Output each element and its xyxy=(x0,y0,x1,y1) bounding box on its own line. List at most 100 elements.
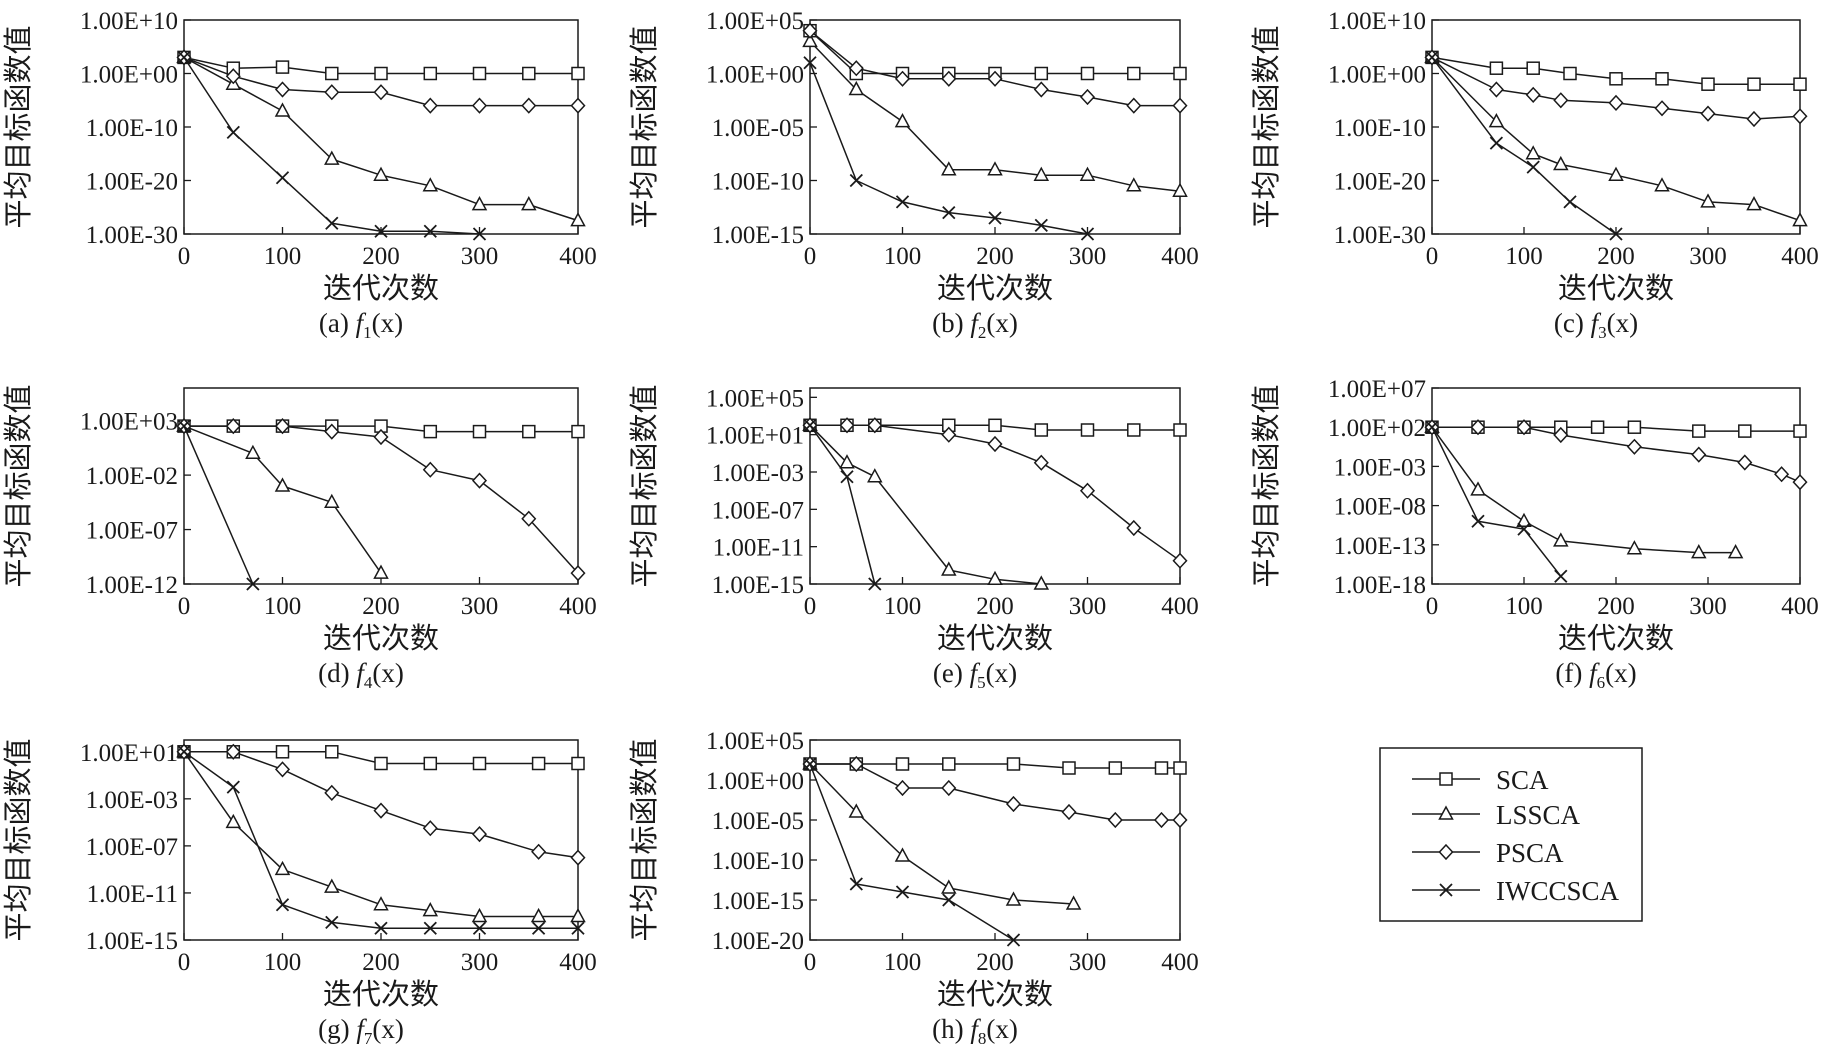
y-tick-label: 1.00E-05 xyxy=(712,808,804,835)
series-iwccsca xyxy=(1425,50,1623,241)
data-point xyxy=(472,826,487,842)
series-sca xyxy=(803,757,1187,775)
data-point xyxy=(1154,812,1169,828)
data-point xyxy=(1728,544,1743,559)
x-tick-label: 300 xyxy=(1069,243,1107,270)
data-point xyxy=(1525,146,1541,160)
x-tick-label: 400 xyxy=(559,593,597,620)
series-line xyxy=(809,424,1042,585)
y-tick-label: 1.00E-20 xyxy=(86,169,178,196)
series-iwccsca xyxy=(803,418,882,591)
data-point xyxy=(1737,454,1753,471)
series-psca xyxy=(1424,419,1808,490)
series-iwccsca xyxy=(177,419,260,591)
data-point xyxy=(1172,812,1188,828)
data-point xyxy=(1793,424,1807,438)
data-point xyxy=(867,468,883,483)
data-point xyxy=(324,84,340,100)
x-tick-label: 100 xyxy=(264,243,302,270)
data-point xyxy=(1701,77,1715,91)
data-point xyxy=(1062,761,1076,775)
data-point xyxy=(423,66,438,81)
y-tick-label: 1.00E-15 xyxy=(86,928,178,955)
data-point xyxy=(531,908,546,923)
data-point xyxy=(571,66,585,81)
data-point xyxy=(1609,72,1623,86)
series-sca xyxy=(177,745,585,771)
data-point xyxy=(1006,757,1021,771)
data-point xyxy=(1034,66,1049,81)
x-tick-label: 200 xyxy=(362,593,400,620)
y-axis-title: 平均目标函数值 xyxy=(628,384,661,587)
y-tick-label: 1.00E-15 xyxy=(712,888,804,915)
data-point xyxy=(1006,796,1021,812)
plot-frame xyxy=(1431,19,1801,235)
data-point xyxy=(275,60,290,74)
panel-caption: (b) f2(x) xyxy=(932,308,1018,342)
x-tick-label: 400 xyxy=(1781,243,1819,270)
x-tick-label: 200 xyxy=(1597,593,1635,620)
x-axis-title: 迭代次数 xyxy=(937,622,1053,655)
data-point xyxy=(1034,454,1049,471)
series-psca xyxy=(802,756,1188,828)
legend-label: IWCCSCA xyxy=(1496,876,1620,906)
data-point xyxy=(1747,77,1761,91)
y-axis-title: 平均目标函数值 xyxy=(2,384,35,587)
data-point xyxy=(570,908,586,923)
chart-panel-e: 1.00E+05 1.00E+01 1.00E-03 1.00E-07 1.00E-11… xyxy=(628,384,1199,692)
plot-frame xyxy=(809,739,1181,941)
data-point xyxy=(1080,482,1095,499)
data-point xyxy=(1654,100,1670,117)
x-tick-label: 200 xyxy=(976,949,1014,976)
series-psca xyxy=(176,418,586,581)
data-point xyxy=(1627,439,1642,455)
data-point xyxy=(423,97,438,114)
x-tick-label: 100 xyxy=(884,243,922,270)
y-tick-label: 1.00E+00 xyxy=(80,62,178,89)
y-tick-label: 1.00E-03 xyxy=(86,787,178,814)
x-tick-label: 200 xyxy=(976,243,1014,270)
y-tick-label: 1.00E+05 xyxy=(706,728,804,755)
data-point xyxy=(1692,424,1706,438)
data-point xyxy=(840,469,854,484)
series-line xyxy=(810,763,1180,821)
plot-frame xyxy=(183,387,579,585)
y-axis-title: 平均目标函数值 xyxy=(2,25,35,228)
data-point xyxy=(1489,136,1504,151)
y-tick-label: 1.00E-10 xyxy=(1334,115,1426,142)
data-point xyxy=(1127,423,1141,437)
x-tick-label: 400 xyxy=(559,949,597,976)
series-line xyxy=(809,424,876,585)
x-tick-label: 0 xyxy=(178,243,191,270)
series-psca xyxy=(802,22,1188,114)
x-tick-label: 100 xyxy=(1505,593,1543,620)
series-sca xyxy=(1425,50,1807,91)
series-iwccsca xyxy=(803,55,1095,241)
y-tick-label: 1.00E-20 xyxy=(712,928,804,955)
x-axis-title: 迭代次数 xyxy=(323,272,439,305)
data-point xyxy=(423,756,438,771)
y-tick-label: 1.00E-10 xyxy=(712,169,804,196)
data-point xyxy=(423,820,438,836)
x-tick-label: 300 xyxy=(461,949,499,976)
data-point xyxy=(1034,423,1049,437)
y-tick-label: 1.00E-03 xyxy=(1334,454,1426,481)
data-point xyxy=(1746,111,1762,127)
y-tick-label: 1.00E+05 xyxy=(706,8,804,35)
chart-panel-c: 1.00E+10 1.00E+00 1.00E-10 1.00E-20 1.00E-30… xyxy=(1250,8,1819,342)
x-tick-label: 100 xyxy=(1505,243,1543,270)
series-lssca xyxy=(802,33,1188,197)
legend-box xyxy=(1379,747,1643,922)
data-point xyxy=(571,424,585,439)
x-tick-label: 400 xyxy=(1161,243,1199,270)
plot-frame xyxy=(1431,387,1801,585)
series-lssca xyxy=(1424,419,1743,559)
y-tick-label: 1.00E-05 xyxy=(712,115,804,142)
data-point xyxy=(522,424,536,439)
y-tick-label: 1.00E+05 xyxy=(706,385,804,412)
data-point xyxy=(1691,446,1707,463)
y-tick-label: 1.00E+10 xyxy=(1328,8,1426,35)
y-tick-label: 1.00E+00 xyxy=(706,62,804,89)
x-tick-label: 200 xyxy=(1597,243,1635,270)
data-point xyxy=(325,66,339,81)
